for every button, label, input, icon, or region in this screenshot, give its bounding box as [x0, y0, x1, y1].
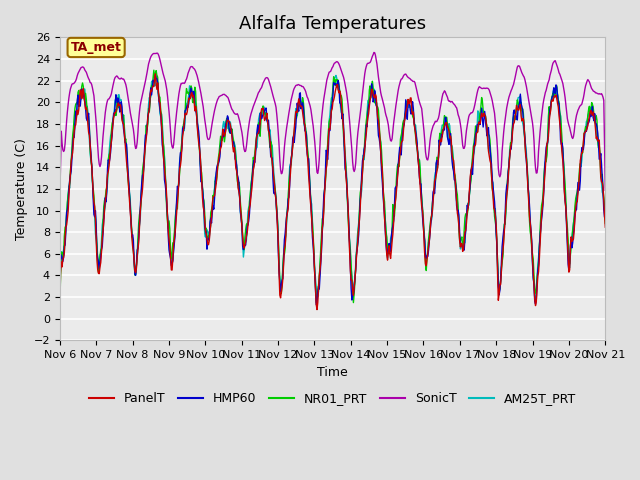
- Title: Alfalfa Temperatures: Alfalfa Temperatures: [239, 15, 426, 33]
- AM25T_PRT: [122, 144, 130, 150]
- PanelT: [602, 224, 609, 230]
- HMP60: [417, 181, 424, 187]
- SonicT: [66, 90, 74, 96]
- PanelT: [313, 307, 321, 312]
- AM25T_PRT: [602, 216, 609, 221]
- HMP60: [207, 215, 214, 221]
- PanelT: [66, 181, 74, 187]
- PanelT: [152, 71, 159, 77]
- HMP60: [312, 302, 320, 308]
- HMP60: [602, 211, 609, 216]
- HMP60: [401, 121, 408, 127]
- NR01_PRT: [207, 210, 214, 216]
- AM25T_PRT: [56, 293, 63, 299]
- HMP60: [56, 290, 63, 296]
- SonicT: [370, 49, 378, 55]
- NR01_PRT: [178, 137, 186, 143]
- Text: TA_met: TA_met: [70, 41, 122, 54]
- HMP60: [122, 140, 130, 146]
- Line: NR01_PRT: NR01_PRT: [60, 70, 605, 309]
- SonicT: [415, 99, 423, 105]
- Line: AM25T_PRT: AM25T_PRT: [60, 75, 605, 300]
- AM25T_PRT: [532, 298, 540, 303]
- NR01_PRT: [66, 179, 74, 185]
- HMP60: [152, 72, 159, 78]
- HMP60: [178, 145, 186, 151]
- AM25T_PRT: [177, 153, 185, 158]
- PanelT: [401, 119, 408, 125]
- SonicT: [177, 81, 185, 86]
- AM25T_PRT: [332, 72, 340, 78]
- SonicT: [56, 197, 63, 203]
- Line: HMP60: HMP60: [60, 75, 605, 305]
- NR01_PRT: [150, 67, 157, 73]
- NR01_PRT: [399, 118, 407, 123]
- X-axis label: Time: Time: [317, 366, 348, 379]
- AM25T_PRT: [415, 157, 423, 163]
- NR01_PRT: [602, 220, 609, 226]
- PanelT: [178, 143, 186, 149]
- Legend: PanelT, HMP60, NR01_PRT, SonicT, AM25T_PRT: PanelT, HMP60, NR01_PRT, SonicT, AM25T_P…: [84, 387, 581, 410]
- SonicT: [399, 73, 407, 79]
- AM25T_PRT: [66, 185, 74, 191]
- NR01_PRT: [122, 136, 130, 142]
- PanelT: [122, 150, 130, 156]
- NR01_PRT: [56, 306, 63, 312]
- SonicT: [206, 134, 214, 140]
- PanelT: [417, 184, 424, 190]
- SonicT: [122, 82, 130, 87]
- Line: SonicT: SonicT: [60, 52, 605, 200]
- Line: PanelT: PanelT: [60, 74, 605, 310]
- PanelT: [207, 222, 214, 228]
- HMP60: [66, 178, 74, 183]
- NR01_PRT: [415, 157, 423, 163]
- PanelT: [56, 303, 63, 309]
- Y-axis label: Temperature (C): Temperature (C): [15, 138, 28, 240]
- AM25T_PRT: [399, 120, 407, 126]
- AM25T_PRT: [206, 227, 214, 233]
- SonicT: [602, 187, 609, 193]
